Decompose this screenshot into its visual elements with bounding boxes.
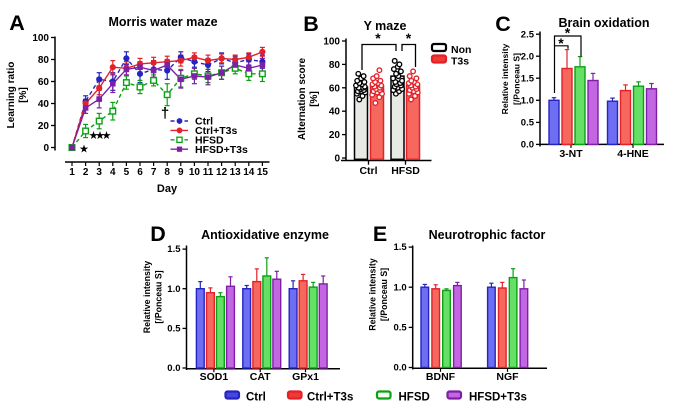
svg-text:D: D xyxy=(150,222,166,246)
svg-text:3: 3 xyxy=(96,167,102,178)
svg-text:100: 100 xyxy=(32,33,49,44)
svg-text:100: 100 xyxy=(323,37,340,48)
svg-text:B: B xyxy=(303,12,319,36)
svg-text:14: 14 xyxy=(243,167,255,178)
svg-text:1.0: 1.0 xyxy=(521,96,534,107)
svg-text:*: * xyxy=(375,30,381,46)
svg-text:Ctrl: Ctrl xyxy=(246,392,266,404)
svg-text:*: * xyxy=(406,30,412,46)
svg-text:C: C xyxy=(495,12,511,36)
svg-text:Learning ratio: Learning ratio xyxy=(6,62,17,129)
svg-text:10: 10 xyxy=(189,167,201,178)
svg-text:Non: Non xyxy=(451,44,471,56)
svg-text:20: 20 xyxy=(38,121,50,132)
svg-text:HFSD: HFSD xyxy=(391,165,420,177)
svg-text:40: 40 xyxy=(38,99,50,110)
svg-text:*: * xyxy=(565,24,571,40)
svg-text:1: 1 xyxy=(69,167,75,178)
svg-text:6: 6 xyxy=(137,167,143,178)
svg-text:8: 8 xyxy=(164,167,170,178)
svg-text:Brain oxidation: Brain oxidation xyxy=(559,16,650,30)
svg-text:40: 40 xyxy=(329,107,341,118)
svg-text:SOD1: SOD1 xyxy=(200,371,229,383)
svg-text:E: E xyxy=(373,222,387,246)
svg-text:80: 80 xyxy=(329,60,341,71)
svg-text:1.5: 1.5 xyxy=(167,244,181,255)
svg-text:A: A xyxy=(9,11,25,35)
svg-text:NGF: NGF xyxy=(496,371,519,383)
svg-text:CAT: CAT xyxy=(250,371,271,383)
svg-text:1.0: 1.0 xyxy=(393,282,406,293)
svg-text:Ctrl: Ctrl xyxy=(359,165,377,177)
svg-text:60: 60 xyxy=(38,77,50,88)
svg-text:★: ★ xyxy=(102,130,111,141)
svg-text:Ctrl+T3s: Ctrl+T3s xyxy=(307,392,353,404)
svg-text:Day: Day xyxy=(157,183,178,195)
svg-text:0.0: 0.0 xyxy=(393,363,406,374)
svg-text:Relative intensity: Relative intensity xyxy=(142,261,152,333)
svg-text:Relative intensity: Relative intensity xyxy=(368,258,378,330)
svg-text:[%]: [%] xyxy=(18,87,29,103)
svg-text:0.5: 0.5 xyxy=(393,323,407,334)
svg-text:2.0: 2.0 xyxy=(521,51,534,62)
svg-text:1.5: 1.5 xyxy=(393,242,407,253)
svg-text:Alternation score: Alternation score xyxy=(297,57,308,140)
svg-text:80: 80 xyxy=(38,55,50,66)
svg-text:HFSD: HFSD xyxy=(195,134,224,146)
svg-text:0.5: 0.5 xyxy=(521,118,535,129)
svg-text:Y maze: Y maze xyxy=(364,19,407,33)
svg-text:11: 11 xyxy=(203,167,214,178)
svg-text:★: ★ xyxy=(89,130,98,141)
svg-text:4-HNE: 4-HNE xyxy=(617,148,649,160)
svg-text:60: 60 xyxy=(329,83,341,94)
svg-text:0.0: 0.0 xyxy=(167,363,180,374)
svg-text:2: 2 xyxy=(83,167,89,178)
svg-text:7: 7 xyxy=(151,167,157,178)
svg-text:HFSD+T3s: HFSD+T3s xyxy=(469,392,527,404)
svg-text:BDNF: BDNF xyxy=(426,371,456,383)
svg-text:3-NT: 3-NT xyxy=(559,148,583,160)
svg-text:0.0: 0.0 xyxy=(521,140,534,151)
svg-text:5: 5 xyxy=(124,167,130,178)
svg-text:Ctrl+T3s: Ctrl+T3s xyxy=(195,125,237,137)
svg-text:20: 20 xyxy=(329,130,341,141)
svg-text:[/Ponceau S]: [/Ponceau S] xyxy=(154,270,164,323)
svg-text:[/Ponceau S]: [/Ponceau S] xyxy=(379,268,389,321)
svg-text:0: 0 xyxy=(334,154,340,165)
svg-text:9: 9 xyxy=(178,167,184,178)
svg-text:Relative intensity: Relative intensity xyxy=(500,43,510,114)
svg-text:★: ★ xyxy=(80,144,89,155)
svg-text:HFSD: HFSD xyxy=(399,392,430,404)
svg-text:4: 4 xyxy=(110,167,116,178)
svg-text:Morris water maze: Morris water maze xyxy=(108,15,217,29)
svg-text:0: 0 xyxy=(43,143,49,154)
svg-text:T3s: T3s xyxy=(451,56,469,68)
svg-text:GPx1: GPx1 xyxy=(292,371,319,383)
svg-text:13: 13 xyxy=(230,167,242,178)
svg-text:†: † xyxy=(161,105,169,122)
svg-text:1.5: 1.5 xyxy=(521,74,535,85)
svg-text:*: * xyxy=(558,35,564,51)
svg-text:★: ★ xyxy=(96,130,105,141)
svg-text:1.0: 1.0 xyxy=(167,284,180,295)
svg-text:Antioxidative enzyme: Antioxidative enzyme xyxy=(201,228,329,242)
svg-text:HFSD+T3s: HFSD+T3s xyxy=(195,144,248,156)
svg-text:[%]: [%] xyxy=(309,91,320,107)
svg-text:15: 15 xyxy=(257,167,269,178)
svg-text:2.5: 2.5 xyxy=(521,29,535,40)
svg-text:0.5: 0.5 xyxy=(167,324,181,335)
svg-text:12: 12 xyxy=(216,167,228,178)
svg-text:[/Ponceau S]: [/Ponceau S] xyxy=(512,53,522,105)
svg-text:Ctrl: Ctrl xyxy=(195,116,213,128)
svg-text:Neurotrophic factor: Neurotrophic factor xyxy=(429,228,546,242)
